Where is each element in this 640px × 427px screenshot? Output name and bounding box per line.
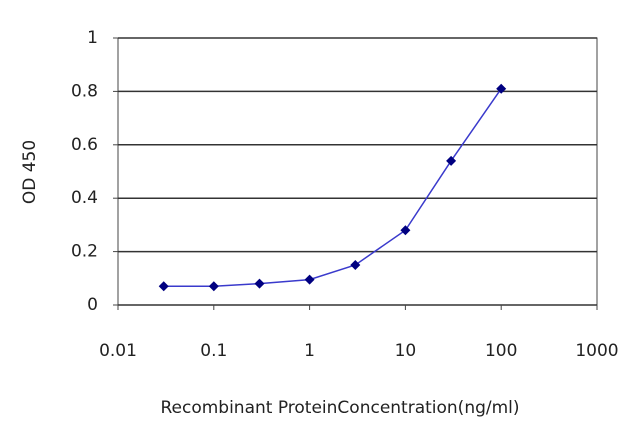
- data-line: [163, 88, 502, 288]
- data-point: [446, 155, 457, 166]
- x-tick-label: 100: [485, 341, 517, 361]
- y-tick-label: 0.8: [71, 81, 98, 101]
- x-tick-label: 10: [395, 341, 417, 361]
- y-tick-label: 0: [87, 295, 98, 315]
- x-tick-label: 1000: [575, 341, 618, 361]
- y-tick-label: 0.4: [71, 188, 98, 208]
- x-tick-label: 1: [304, 341, 315, 361]
- y-tick-label: 0.6: [71, 135, 98, 155]
- data-point: [158, 281, 169, 292]
- x-axis-label: Recombinant ProteinConcentration(ng/ml): [160, 398, 519, 418]
- y-tick-label: 1: [87, 28, 98, 48]
- data-point: [254, 278, 265, 289]
- data-point: [496, 83, 507, 94]
- y-axis-label: OD 450: [20, 140, 40, 204]
- x-tick-label: 0.1: [200, 341, 227, 361]
- data-point: [350, 259, 361, 270]
- data-point: [400, 225, 411, 236]
- y-tick-label: 0.2: [71, 242, 98, 262]
- data-point: [208, 281, 219, 292]
- data-point: [304, 274, 315, 285]
- x-tick-label: 0.01: [99, 341, 137, 361]
